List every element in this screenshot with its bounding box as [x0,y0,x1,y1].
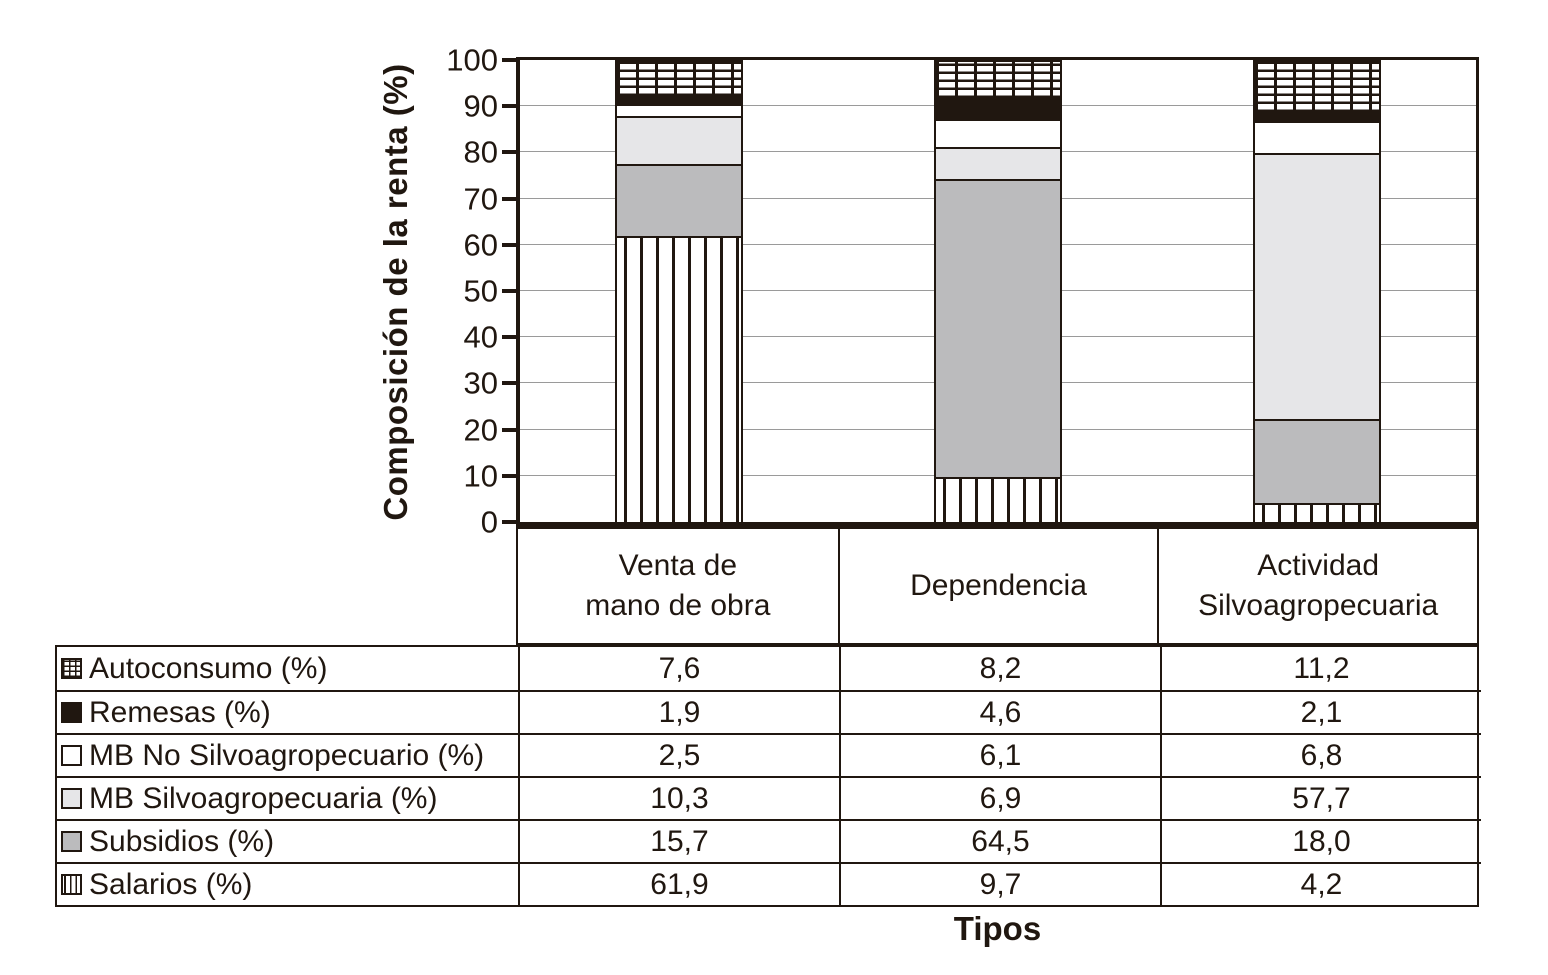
y-tick-label: 10 [463,458,498,494]
legend-swatch-icon [61,702,82,723]
legend-data-table: Autoconsumo (%) 7,6 8,2 11,2 Remesas (%) 1,9 4… [55,645,1481,907]
table-row-label-cell: MB No Silvoagropecuario (%) [57,733,518,776]
bar-segment [615,163,744,237]
legend-swatch-icon [61,788,82,809]
y-tick-mark [502,427,516,432]
row-label: Salarios (%) [89,867,253,901]
bar-segment [933,179,1063,478]
value-cell: 1,9 [518,690,839,733]
bar-segment [933,477,1063,522]
y-tick-label: 60 [463,227,498,263]
row-label: Subsidios (%) [89,824,275,858]
value-cell: 9,7 [839,862,1160,905]
y-tick-mark [502,150,516,155]
table-row-label-cell: Subsidios (%) [57,819,518,862]
y-tick-mark [502,381,516,386]
row-label: Autoconsumo (%) [89,651,328,685]
y-tick-mark [502,520,516,524]
bar-segment [933,60,1063,98]
y-tick-mark [502,289,516,293]
table-row-label-cell: Autoconsumo (%) [57,647,518,690]
legend-swatch-icon [61,658,82,679]
y-tick-label: 20 [463,412,498,448]
value-cell: 6,9 [839,776,1160,819]
value-cell: 61,9 [518,862,839,905]
y-tick-label: 30 [463,365,498,401]
table-row-label-cell: MB Silvoagropecuaria (%) [57,776,518,819]
bar-segment [1252,111,1381,122]
bar-segment [615,95,744,105]
y-tick-mark [502,58,516,62]
value-cell: 4,6 [839,690,1160,733]
legend-swatch-icon [61,745,82,766]
plot-area: 0 10 20 30 40 50 60 70 80 90 100 [446,45,1479,538]
value-cell: 2,1 [1160,690,1481,733]
category-label: Dependencia [837,529,1158,643]
y-tick-label: 70 [463,181,498,217]
y-tick-label: 90 [463,88,498,124]
table-row-label-cell: Salarios (%) [57,862,518,905]
bar-segment [933,147,1063,180]
bar-segment [1252,419,1381,503]
y-tick-label: 100 [446,42,498,78]
bar [615,60,744,522]
category-label: Actividad Silvoagropecuaria [1157,529,1477,643]
value-cell: 15,7 [518,819,839,862]
y-tick-mark [502,473,516,478]
bar-segment [1252,121,1381,153]
value-cell: 11,2 [1160,647,1481,690]
value-cell: 64,5 [839,819,1160,862]
bar-segment [933,97,1063,120]
bar-segment [933,119,1063,148]
value-cell: 6,1 [839,733,1160,776]
y-tick-mark [502,196,516,201]
y-tick-label: 50 [463,273,498,309]
value-cell: 18,0 [1160,819,1481,862]
y-tick-label: 0 [480,504,498,540]
category-header-row: Venta de mano de obra Dependencia Activida… [516,527,1479,645]
bar [1252,60,1381,522]
y-tick-mark [502,242,516,247]
value-cell: 7,6 [518,647,839,690]
row-label: MB Silvoagropecuaria (%) [89,781,438,815]
bar-segment [615,236,744,522]
bar-segment [615,60,744,96]
row-label: Remesas (%) [89,695,271,729]
category-label: Venta de mano de obra [585,548,771,623]
legend-swatch-icon [61,874,82,895]
value-cell: 8,2 [839,647,1160,690]
legend-swatch-icon [61,831,82,852]
value-cell: 4,2 [1160,862,1481,905]
value-cell: 6,8 [1160,733,1481,776]
bar-segment [615,104,744,116]
y-tick-mark [502,104,516,109]
y-tick-label: 80 [463,134,498,170]
x-axis-title: Tipos [953,910,1042,947]
y-tick-label: 40 [463,319,498,355]
value-cell: 57,7 [1160,776,1481,819]
y-axis-title: Composición de la renta (%) [377,63,414,521]
row-label: MB No Silvoagropecuario (%) [89,738,485,772]
table-row-label-cell: Remesas (%) [57,690,518,733]
bar-segment [1252,60,1381,112]
value-cell: 10,3 [518,776,839,819]
bar-segment [1252,152,1381,420]
bar [933,60,1063,522]
value-cell: 2,5 [518,733,839,776]
y-tick-mark [502,335,516,340]
bar-segment [1252,502,1381,522]
bar-segment [615,115,744,164]
